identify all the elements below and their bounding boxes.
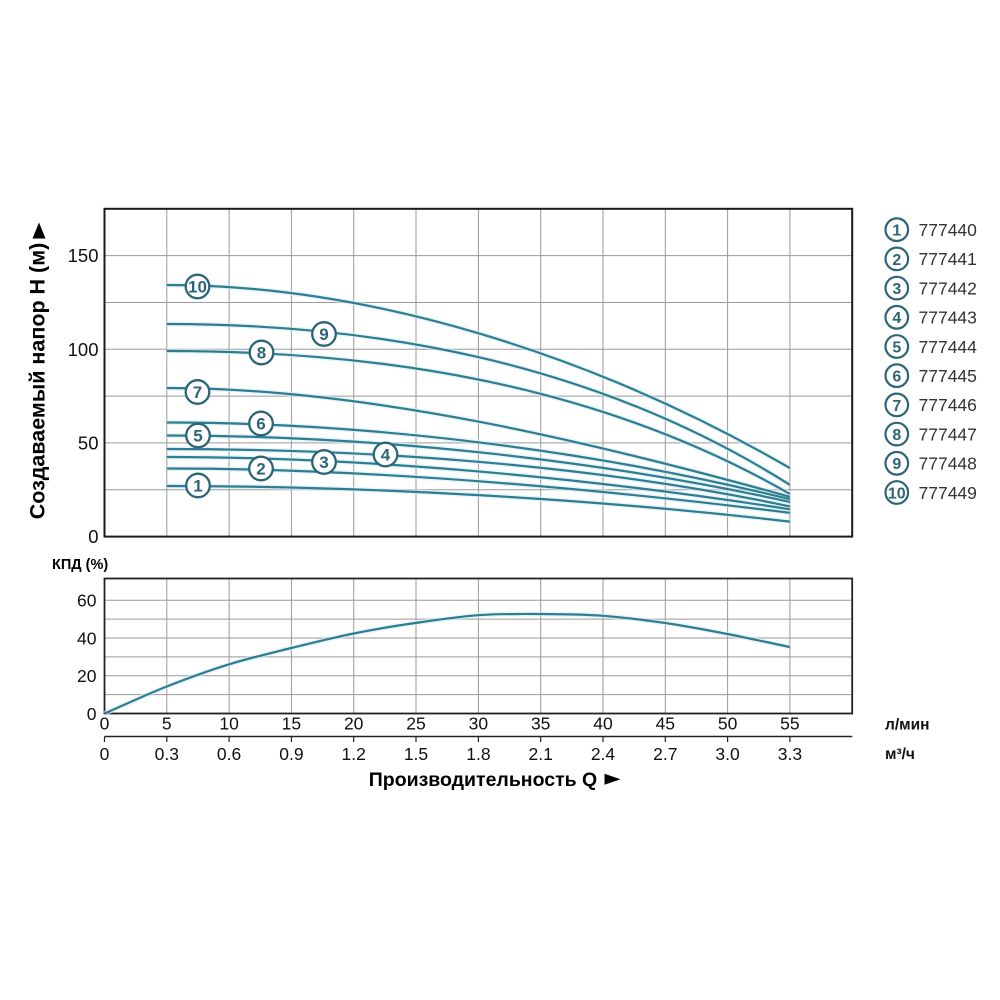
svg-text:777449: 777449 [919, 483, 977, 503]
svg-text:777448: 777448 [919, 454, 977, 474]
svg-text:1: 1 [193, 477, 202, 496]
svg-text:2.7: 2.7 [653, 744, 677, 764]
svg-text:6: 6 [256, 415, 265, 434]
svg-text:9: 9 [892, 456, 901, 473]
svg-text:20: 20 [77, 666, 97, 686]
svg-text:0: 0 [100, 744, 110, 764]
svg-text:2: 2 [892, 252, 901, 269]
svg-text:3.3: 3.3 [778, 744, 802, 764]
svg-text:м³/ч: м³/ч [885, 746, 915, 763]
svg-text:4: 4 [381, 446, 391, 465]
svg-text:40: 40 [77, 628, 97, 648]
svg-text:10: 10 [188, 278, 207, 297]
svg-text:10: 10 [219, 714, 239, 734]
svg-text:5: 5 [892, 339, 901, 356]
svg-text:20: 20 [344, 714, 364, 734]
svg-text:КПД (%): КПД (%) [52, 557, 108, 573]
svg-text:25: 25 [406, 714, 425, 734]
svg-text:л/мин: л/мин [885, 717, 930, 734]
svg-text:0.6: 0.6 [217, 744, 241, 764]
svg-text:Создаваемый напор Н (м): Создаваемый напор Н (м) [26, 243, 50, 520]
svg-text:60: 60 [77, 591, 97, 611]
svg-text:777441: 777441 [919, 249, 977, 269]
svg-text:3.0: 3.0 [715, 744, 740, 764]
svg-text:1.2: 1.2 [342, 744, 366, 764]
svg-text:7: 7 [193, 383, 202, 402]
svg-text:777440: 777440 [919, 220, 978, 240]
svg-text:777447: 777447 [919, 424, 977, 444]
svg-text:6: 6 [892, 369, 901, 386]
svg-text:4: 4 [892, 310, 901, 327]
svg-text:1.5: 1.5 [404, 744, 428, 764]
svg-text:2: 2 [256, 460, 265, 479]
svg-text:Производительность Q: Производительность Q [369, 769, 597, 791]
svg-text:0: 0 [88, 526, 98, 547]
svg-text:1: 1 [892, 223, 901, 240]
svg-text:777446: 777446 [919, 395, 977, 415]
svg-text:0.3: 0.3 [155, 744, 179, 764]
svg-text:30: 30 [469, 714, 489, 734]
svg-text:2.1: 2.1 [529, 744, 553, 764]
svg-text:1.8: 1.8 [466, 744, 490, 764]
svg-text:35: 35 [531, 714, 550, 734]
svg-text:45: 45 [656, 714, 675, 734]
svg-text:3: 3 [892, 281, 901, 298]
svg-text:5: 5 [162, 714, 172, 734]
svg-text:777443: 777443 [919, 308, 977, 328]
svg-text:10: 10 [888, 485, 906, 502]
svg-text:0.9: 0.9 [279, 744, 303, 764]
svg-text:0: 0 [100, 714, 110, 734]
svg-text:0: 0 [87, 704, 97, 724]
svg-text:40: 40 [593, 714, 613, 734]
svg-text:50: 50 [718, 714, 738, 734]
svg-text:7: 7 [892, 398, 901, 415]
svg-text:3: 3 [319, 453, 328, 472]
svg-text:15: 15 [282, 714, 301, 734]
svg-text:150: 150 [68, 245, 99, 266]
svg-text:50: 50 [78, 433, 99, 454]
svg-text:777444: 777444 [919, 337, 978, 357]
svg-text:8: 8 [892, 427, 901, 444]
svg-text:5: 5 [193, 427, 202, 446]
svg-text:777445: 777445 [919, 366, 977, 386]
svg-text:55: 55 [780, 714, 799, 734]
svg-text:8: 8 [257, 344, 266, 363]
svg-text:100: 100 [68, 339, 99, 360]
svg-text:2.4: 2.4 [591, 744, 616, 764]
svg-text:777442: 777442 [919, 278, 977, 298]
svg-text:9: 9 [319, 325, 328, 344]
